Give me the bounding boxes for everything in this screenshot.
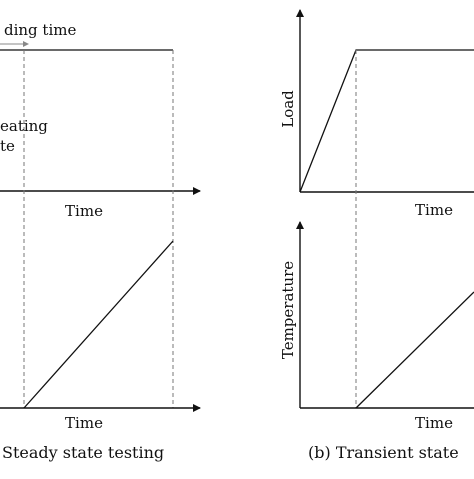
panel-b: Load Time Temperature Time (b) Transient…: [279, 9, 474, 462]
panel-b-bottom-x-label: Time: [415, 414, 453, 432]
panel-b-temperature-ramp: [355, 291, 474, 409]
panel-b-top-y-label: Load: [279, 90, 297, 128]
panel-b-top-x-label: Time: [415, 201, 453, 219]
panel-a-caption: Steady state testing: [2, 443, 164, 462]
panel-a: ding time eating te Time Time Steady sta…: [0, 21, 201, 462]
panel-a-bottom-x-label: Time: [65, 414, 103, 432]
panel-a-load-ramp: [23, 240, 174, 409]
panel-a-top-x-label: Time: [65, 202, 103, 220]
panel-a-heating-label-line1: eating: [0, 117, 48, 135]
panel-a-heating-label-line2: te: [0, 137, 15, 155]
panel-a-holding-time-label: ding time: [4, 21, 76, 39]
panel-b-bottom-y-label: Temperature: [279, 261, 297, 359]
panel-b-caption: (b) Transient state: [308, 443, 459, 462]
panel-b-load-curve: [299, 49, 474, 193]
